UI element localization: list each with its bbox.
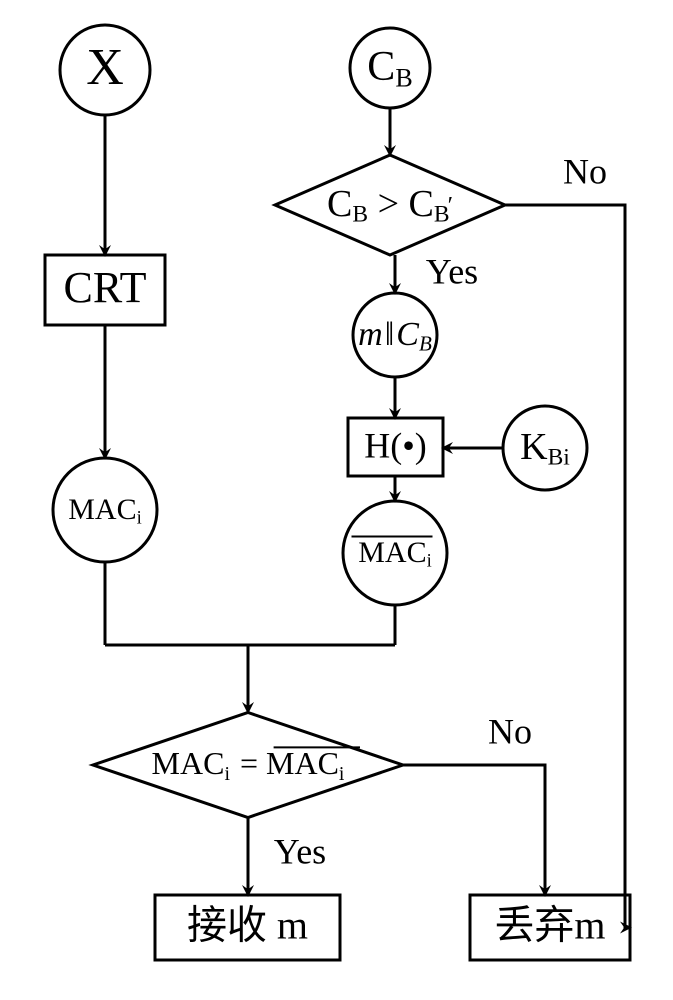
edge-10: No [403, 711, 545, 895]
node-maci-label: MACi [68, 493, 142, 529]
edge-11: No [505, 151, 630, 927]
node-macibar-label: MACi [358, 536, 432, 572]
node-crt: CRT [45, 255, 165, 325]
edge-3: Yes [395, 251, 478, 293]
edge-9-label: Yes [274, 831, 326, 871]
edge-9: Yes [248, 817, 326, 895]
node-reject: 丢弃m [470, 895, 630, 960]
node-x-label: X [86, 39, 124, 96]
node-mcb: m‖CB [353, 293, 437, 377]
edge-3-label: Yes [426, 251, 478, 291]
node-hfunc-label: H(•) [364, 425, 427, 465]
node-macibar: MACi [343, 501, 447, 605]
edge-10-label: No [488, 711, 532, 751]
node-crt-label: CRT [64, 263, 147, 312]
node-hfunc: H(•) [348, 418, 443, 476]
node-decision1: CB > CB′ [275, 155, 505, 255]
edge-11-label: No [563, 151, 607, 191]
node-decision2: MACi = MACi [93, 713, 403, 818]
node-maci: MACi [53, 458, 157, 562]
node-x: X [60, 25, 150, 115]
node-accept-label: 接收 m [187, 903, 308, 948]
node-kbi: KBi [503, 406, 587, 490]
node-accept: 接收 m [155, 895, 340, 960]
node-decision2-label: MACi = MACi [152, 745, 345, 784]
node-cb: CB [350, 28, 430, 108]
node-reject-label: 丢弃m [494, 903, 605, 948]
